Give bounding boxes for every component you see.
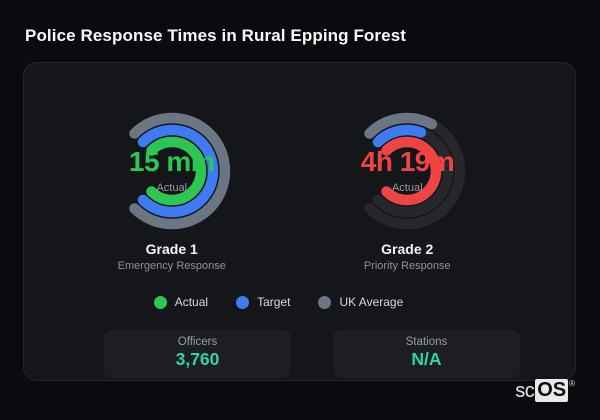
scos-logo-suffix: OS <box>535 379 569 402</box>
stat-value-stations: N/A <box>411 349 442 369</box>
stat-box-officers: Officers 3,760 <box>104 330 291 378</box>
chart-subtitle-grade-2: Priority Response <box>363 260 451 272</box>
chart-title-grade-2: Grade 2 <box>381 241 434 257</box>
stats-row: Officers 3,760 Stations N/A <box>24 330 575 378</box>
gauge-value-grade-1: 15 min <box>128 146 215 178</box>
chart-col-grade-2: 4h 19m Actual Grade 2 Priority Response <box>290 101 526 272</box>
scos-logo: sc OS ® <box>515 379 575 403</box>
gauge-grade-1: 15 min Actual <box>102 101 242 241</box>
charts-row: 15 min Actual Grade 1 Emergency Response… <box>24 101 575 272</box>
registered-trademark-icon: ® <box>569 379 575 388</box>
response-times-card: 15 min Actual Grade 1 Emergency Response… <box>23 62 576 381</box>
legend-label-uk-average: UK Average <box>339 295 404 309</box>
legend-label-actual: Actual <box>174 295 209 309</box>
gauge-grade-2: 4h 19m Actual <box>337 101 477 241</box>
legend-item-target[interactable]: Target <box>236 295 290 309</box>
legend-label-target: Target <box>257 295 291 309</box>
scos-logo-prefix: sc <box>515 380 535 402</box>
gauge-rings-svg <box>129 112 230 230</box>
stat-value-officers: 3,760 <box>175 349 220 369</box>
chart-title-grade-1: Grade 1 <box>145 241 198 257</box>
legend-item-actual[interactable]: Actual <box>153 295 209 309</box>
gauge-center-grade-2: 4h 19m Actual <box>361 146 454 194</box>
stat-box-stations: Stations N/A <box>333 330 520 378</box>
gauge-sublabel-grade-1: Actual <box>156 182 188 195</box>
legend-dot-actual-icon <box>153 295 167 309</box>
legend: Actual Target UK Average <box>3 295 554 309</box>
page-title: Police Response Times in Rural Epping Fo… <box>25 26 407 45</box>
gauge-rings-svg <box>364 112 466 230</box>
legend-dot-target-icon <box>236 295 250 309</box>
chart-subtitle-grade-1: Emergency Response <box>117 260 226 272</box>
gauge-center-grade-1: 15 min Actual <box>125 146 218 194</box>
gauge-value-grade-2: 4h 19m <box>360 146 454 178</box>
legend-item-uk-average[interactable]: UK Average <box>318 295 403 309</box>
chart-col-grade-1: 15 min Actual Grade 1 Emergency Response <box>54 101 290 272</box>
stat-label-stations: Stations <box>405 336 448 348</box>
gauge-sublabel-grade-2: Actual <box>391 182 423 195</box>
stat-label-officers: Officers <box>177 336 218 348</box>
legend-dot-uk-average-icon <box>318 295 332 309</box>
